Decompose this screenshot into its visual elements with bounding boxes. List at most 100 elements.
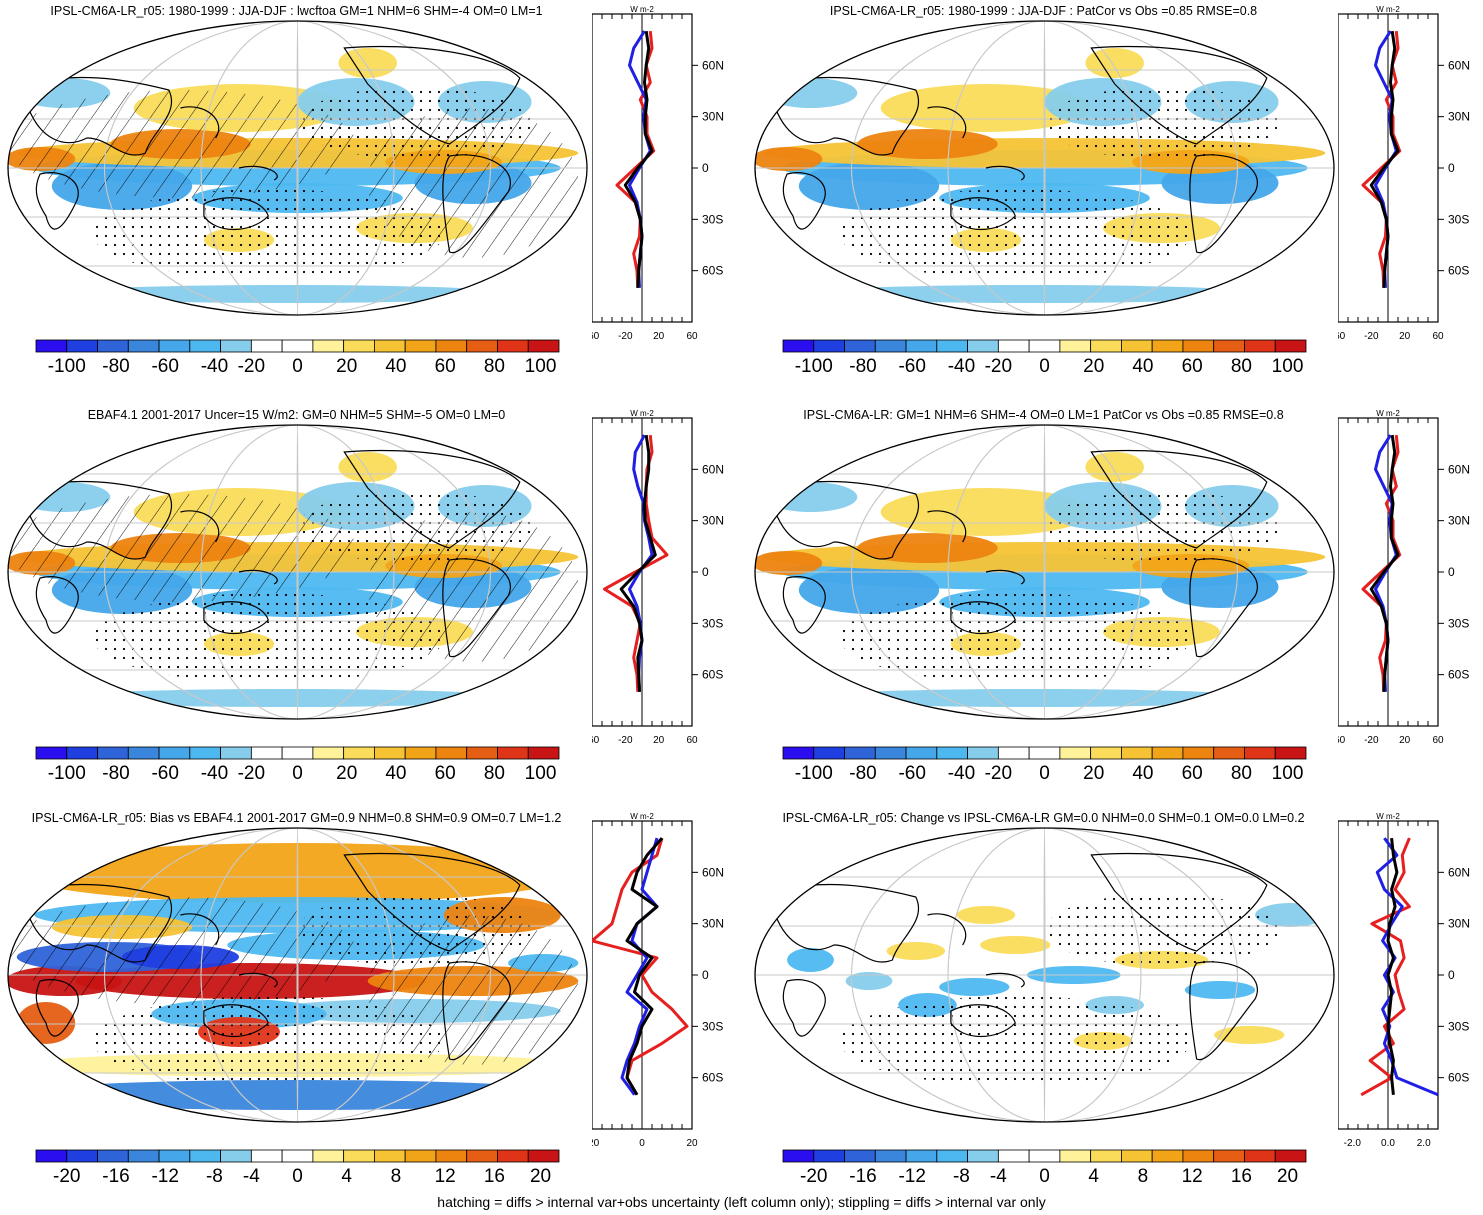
colorbar [782, 339, 1307, 353]
zonal-x-tick-label: -60 [592, 735, 600, 746]
latitude-label: 30N [1448, 917, 1470, 931]
map-title: IPSL-CM6A-LR_r05: Bias vs EBAF4.1 2001-2… [31, 811, 562, 825]
colorbar [35, 746, 560, 760]
zonal-x-tick-label: 60 [686, 735, 698, 746]
latitude-label: 30S [702, 616, 723, 630]
zonal-mean-plot: W m-2 60N 30N 0 30S 60S -60 -20 20 60 [585, 5, 724, 342]
map-title: EBAF4.1 2001-2017 Uncer=15 W/m2: GM=0 NH… [87, 408, 506, 422]
latitude-label: 30N [1448, 514, 1470, 528]
zonal-mean-line [623, 30, 654, 288]
colorbar-tick-label: -20 [237, 763, 266, 784]
latitude-label: 60N [702, 462, 724, 476]
colorbar-tick-label: 60 [434, 356, 456, 377]
colorbar-tick-label: -60 [151, 763, 179, 784]
colorbar-tick-label: -20 [984, 763, 1013, 784]
colorbar-tick-label: 0 [292, 763, 303, 784]
colorbar-tick-label: 20 [336, 763, 358, 784]
world-map [754, 424, 1335, 720]
latitude-label: 0 [702, 565, 709, 579]
colorbar-labels: -20 -16 -12 -8 -4 0 4 8 12 16 20 [36, 1166, 559, 1190]
zonal-x-tick-label: -2.0 [1344, 1138, 1362, 1149]
colorbar-labels: -100 -80 -60 -40 -20 0 20 40 60 80 100 [783, 356, 1306, 380]
colorbar-tick-label: 100 [1271, 356, 1304, 377]
colorbar-tick-label: 40 [1132, 356, 1154, 377]
colorbar-tick-label: 4 [1088, 1166, 1100, 1187]
world-map [7, 424, 588, 720]
map-title: IPSL-CM6A-LR_r05: 1980-1999 : JJA-DJF : … [829, 4, 1258, 18]
zonal-mean-line [1369, 434, 1400, 692]
zonal-x-tick-label: 0 [639, 1138, 645, 1149]
colorbar-tick-label: -20 [800, 1166, 828, 1187]
colorbar-tick-label: 8 [1137, 1166, 1149, 1187]
colorbar [35, 339, 560, 353]
map-panel: EBAF4.1 2001-2017 Uncer=15 W/m2: GM=0 NH… [5, 408, 745, 808]
colorbar-tick-label: 80 [483, 763, 505, 784]
zonal-mean-plot: W m-2 60N 30N 0 30S 60S -60 -20 20 60 [585, 409, 724, 746]
zonal-mean-plot: W m-2 60N 30N 0 30S 60S -2.0 0.0 2.0 [1337, 812, 1470, 1149]
colorbar-tick-label: -4 [989, 1166, 1007, 1187]
zonal-unit-label: W m-2 [1376, 5, 1400, 14]
colorbar-tick-label: -20 [53, 1166, 81, 1187]
zonal-x-tick-label: -20 [1364, 331, 1379, 342]
colorbar-tick-label: 40 [385, 763, 407, 784]
colorbar-tick-label: -8 [205, 1166, 223, 1187]
zonal-mean-line [1369, 30, 1400, 288]
colorbar-tick-label: 40 [385, 356, 407, 377]
latitude-label: 60N [1448, 462, 1470, 476]
colorbar-tick-label: -12 [898, 1166, 926, 1187]
colorbar-tick-label: 80 [483, 356, 505, 377]
colorbar-tick-label: -8 [952, 1166, 970, 1187]
zonal-x-tick-label: -20 [1364, 735, 1379, 746]
colorbar [782, 746, 1307, 760]
map-title: IPSL-CM6A-LR_r05: 1980-1999 : JJA-DJF : … [50, 4, 543, 18]
map-panel: IPSL-CM6A-LR: GM=1 NHM=6 SHM=-4 OM=0 LM=… [752, 408, 1483, 808]
colorbar-tick-label: -80 [102, 356, 130, 377]
zonal-x-tick-label: -60 [1338, 735, 1346, 746]
colorbar-tick-label: -80 [849, 763, 877, 784]
zonal-x-tick-label: 60 [1432, 735, 1444, 746]
world-map [754, 827, 1335, 1123]
latitude-label: 30N [1448, 110, 1470, 124]
colorbar [35, 1149, 560, 1163]
colorbar-tick-label: -16 [102, 1166, 130, 1187]
colorbar-tick-label: 20 [529, 1166, 552, 1187]
colorbar-tick-label: 60 [434, 763, 456, 784]
colorbar-tick-label: 40 [1132, 763, 1154, 784]
colorbar-tick-label: -40 [200, 763, 229, 784]
zonal-x-tick-label: 20 [653, 735, 665, 746]
latitude-label: 60S [702, 264, 723, 278]
colorbar-tick-label: -60 [898, 763, 926, 784]
zonal-mean-line [590, 837, 689, 1096]
colorbar-tick-label: -4 [242, 1166, 260, 1187]
colorbar-tick-label: -80 [102, 763, 130, 784]
zonal-x-tick-label: 20 [686, 1138, 698, 1149]
colorbar-tick-label: 0 [1039, 763, 1050, 784]
colorbar-tick-label: 100 [1271, 763, 1304, 784]
colorbar-tick-label: 16 [1230, 1166, 1252, 1187]
zonal-x-tick-label: 20 [653, 331, 665, 342]
zonal-mean-plot: W m-2 60N 30N 0 30S 60S -20 0 20 [585, 812, 724, 1149]
footer-note: hatching = diffs > internal var+obs unce… [437, 1194, 1046, 1210]
latitude-label: 30N [702, 514, 724, 528]
zonal-unit-label: W m-2 [630, 409, 654, 418]
map-panel: IPSL-CM6A-LR_r05: 1980-1999 : JJA-DJF : … [5, 4, 745, 404]
latitude-label: 30S [1448, 1019, 1469, 1033]
colorbar-tick-label: -80 [849, 356, 877, 377]
zonal-mean-plot: W m-2 60N 30N 0 30S 60S -60 -20 20 60 [1331, 409, 1470, 746]
colorbar-tick-label: 20 [1276, 1166, 1299, 1187]
colorbar-tick-label: 12 [1181, 1166, 1203, 1187]
zonal-x-tick-label: 2.0 [1417, 1138, 1431, 1149]
latitude-label: 60S [702, 1071, 723, 1085]
colorbar-tick-label: 0 [292, 356, 303, 377]
colorbar-tick-label: 16 [483, 1166, 505, 1187]
latitude-label: 0 [702, 968, 709, 982]
zonal-x-tick-label: -60 [592, 331, 600, 342]
colorbar-tick-label: 8 [390, 1166, 402, 1187]
colorbar-tick-label: 80 [1230, 356, 1252, 377]
latitude-label: 30S [702, 212, 723, 226]
colorbar-tick-label: 12 [434, 1166, 456, 1187]
colorbar-labels: -100 -80 -60 -40 -20 0 20 40 60 80 100 [36, 356, 559, 380]
colorbar-tick-label: -16 [849, 1166, 877, 1187]
latitude-label: 60N [702, 58, 724, 72]
colorbar-tick-label: -100 [794, 356, 833, 377]
